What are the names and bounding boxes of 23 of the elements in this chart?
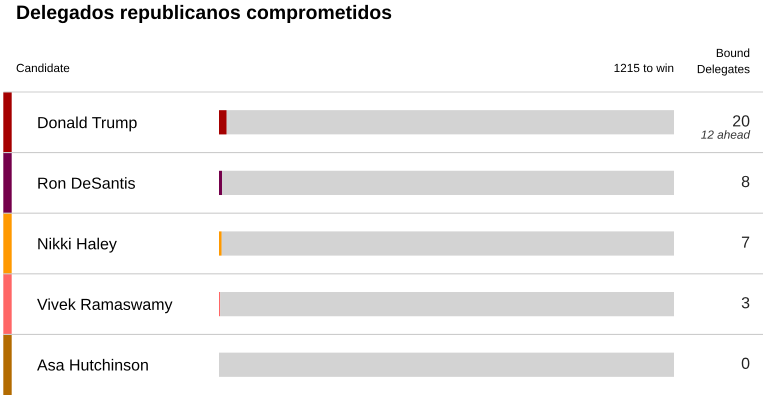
bar bbox=[226, 110, 674, 134]
y-tick-label: Asa Hutchinson bbox=[37, 358, 148, 371]
bar bbox=[222, 231, 674, 256]
text: Bound Delegates bbox=[698, 48, 750, 76]
y-tick-label: Ron DeSantis bbox=[38, 177, 135, 189]
text: 1215 to win bbox=[614, 64, 674, 72]
data-label: 3 bbox=[742, 297, 750, 308]
bar bbox=[219, 231, 222, 256]
bar bbox=[219, 170, 222, 196]
bar bbox=[219, 352, 674, 377]
data-label: 0 bbox=[742, 358, 750, 369]
data-label: 7 bbox=[742, 236, 750, 248]
text: Candidate bbox=[16, 64, 70, 72]
chart-title: Delegados republicanos comprometidos bbox=[17, 4, 392, 24]
bar bbox=[222, 170, 674, 196]
bar bbox=[220, 292, 674, 316]
data-label: 8 bbox=[742, 176, 750, 188]
y-tick-label: Donald Trump bbox=[38, 116, 137, 132]
bar bbox=[219, 110, 226, 134]
y-tick-label: Nikki Haley bbox=[38, 238, 117, 253]
text: 12 ahead bbox=[701, 130, 750, 139]
y-tick-label: Vivek Ramaswamy bbox=[37, 298, 172, 314]
data-label: 20 bbox=[733, 115, 750, 127]
